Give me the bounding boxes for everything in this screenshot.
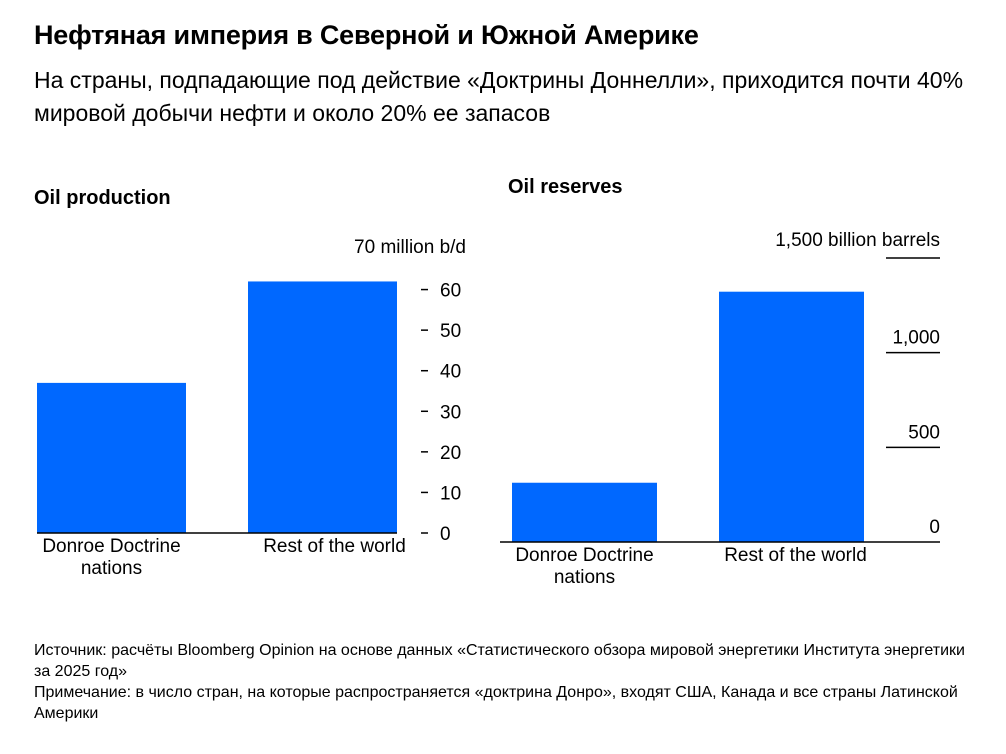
category-label: nations <box>554 567 615 588</box>
footer: Источник: расчёты Bloomberg Opinion на о… <box>34 640 974 724</box>
category-label: Rest of the world <box>263 536 406 557</box>
bar-0 <box>37 382 186 533</box>
bar-1 <box>719 291 864 542</box>
page-subtitle: На страны, подпадающие под действие «Док… <box>34 67 964 126</box>
y-tick-label: 500 <box>908 422 940 443</box>
y-tick-label: 0 <box>440 524 451 545</box>
bar-0 <box>512 482 657 542</box>
footnote: Примечание: в число стран, на которые ра… <box>34 684 958 722</box>
y-tick-label: 0 <box>929 517 940 538</box>
category-label: Donroe Doctrine <box>515 545 653 566</box>
oil-production-chart: 0 10 20 30 40 50 60 70 million b/d Donroe Doctri… <box>37 237 466 579</box>
y-tick-label: 60 <box>440 281 461 302</box>
chart-title-production: Oil production <box>34 187 171 209</box>
y-unit-label: 70 million b/d <box>354 237 466 258</box>
y-tick-label: 50 <box>440 321 461 342</box>
category-label: Rest of the world <box>724 545 867 566</box>
y-tick-label: 10 <box>440 483 461 504</box>
source-note: Источник: расчёты Bloomberg Opinion на о… <box>34 642 965 680</box>
page-title: Нефтяная империя в Северной и Южной Амер… <box>34 20 699 50</box>
bar-1 <box>248 281 397 533</box>
y-unit-label: 1,500 billion barrels <box>775 230 940 251</box>
chart-title-reserves: Oil reserves <box>508 176 623 198</box>
category-label: Donroe Doctrine <box>42 536 180 557</box>
oil-reserves-chart: 0 500 1,000 1,500 billion barrels Donroe Doc… <box>500 230 940 588</box>
y-tick-label: 30 <box>440 402 461 423</box>
category-label: nations <box>81 558 142 579</box>
y-tick-label: 1,000 <box>892 328 940 349</box>
y-tick-label: 40 <box>440 362 461 383</box>
y-tick-label: 20 <box>440 443 461 464</box>
